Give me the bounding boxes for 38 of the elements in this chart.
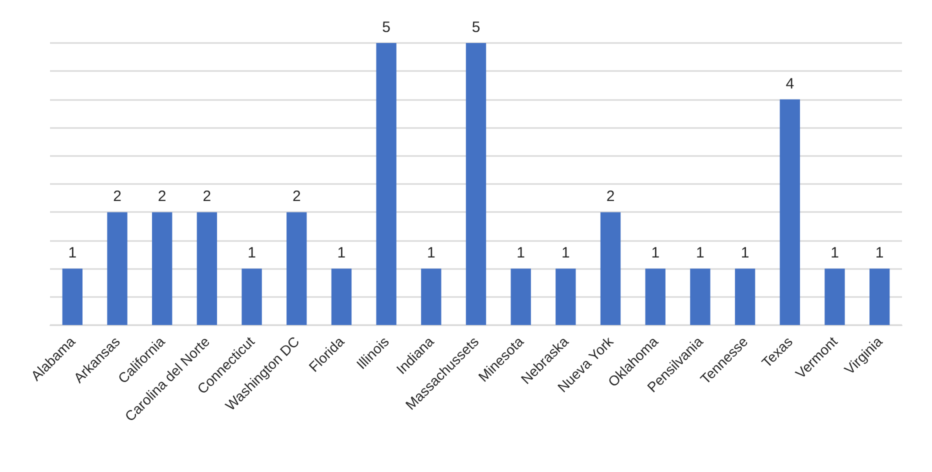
bar [152, 212, 172, 325]
bar [600, 212, 621, 325]
data-label: 1 [740, 244, 750, 262]
bar [734, 268, 756, 325]
data-label: 2 [202, 188, 212, 206]
bar [331, 268, 352, 325]
data-label: 2 [158, 188, 166, 206]
data-label: 1 [562, 244, 570, 262]
data-label: 1 [696, 244, 704, 262]
bar [466, 43, 486, 325]
bar [286, 212, 307, 325]
data-label: 1 [426, 244, 436, 262]
bar [510, 268, 531, 325]
data-label: 5 [472, 19, 480, 36]
bar [242, 268, 262, 325]
bar [780, 99, 800, 325]
bar [869, 268, 890, 325]
data-label: 1 [651, 244, 660, 262]
bar [824, 268, 845, 325]
data-label: 2 [292, 188, 301, 206]
bar [421, 268, 442, 325]
bar [196, 212, 218, 325]
data-label: 1 [875, 244, 884, 262]
data-label: 1 [830, 244, 839, 262]
data-label: 1 [337, 244, 346, 262]
bar [107, 212, 128, 325]
bar [376, 43, 396, 325]
bar [62, 268, 83, 325]
bar [690, 268, 710, 325]
data-label: 2 [606, 188, 615, 206]
data-label: 5 [382, 19, 390, 36]
data-label: 1 [68, 244, 77, 262]
data-label: 4 [786, 75, 794, 92]
data-label: 1 [516, 244, 526, 262]
data-label: 2 [113, 188, 122, 206]
data-label: 1 [248, 244, 256, 262]
bar [645, 268, 666, 325]
bar [556, 268, 576, 325]
